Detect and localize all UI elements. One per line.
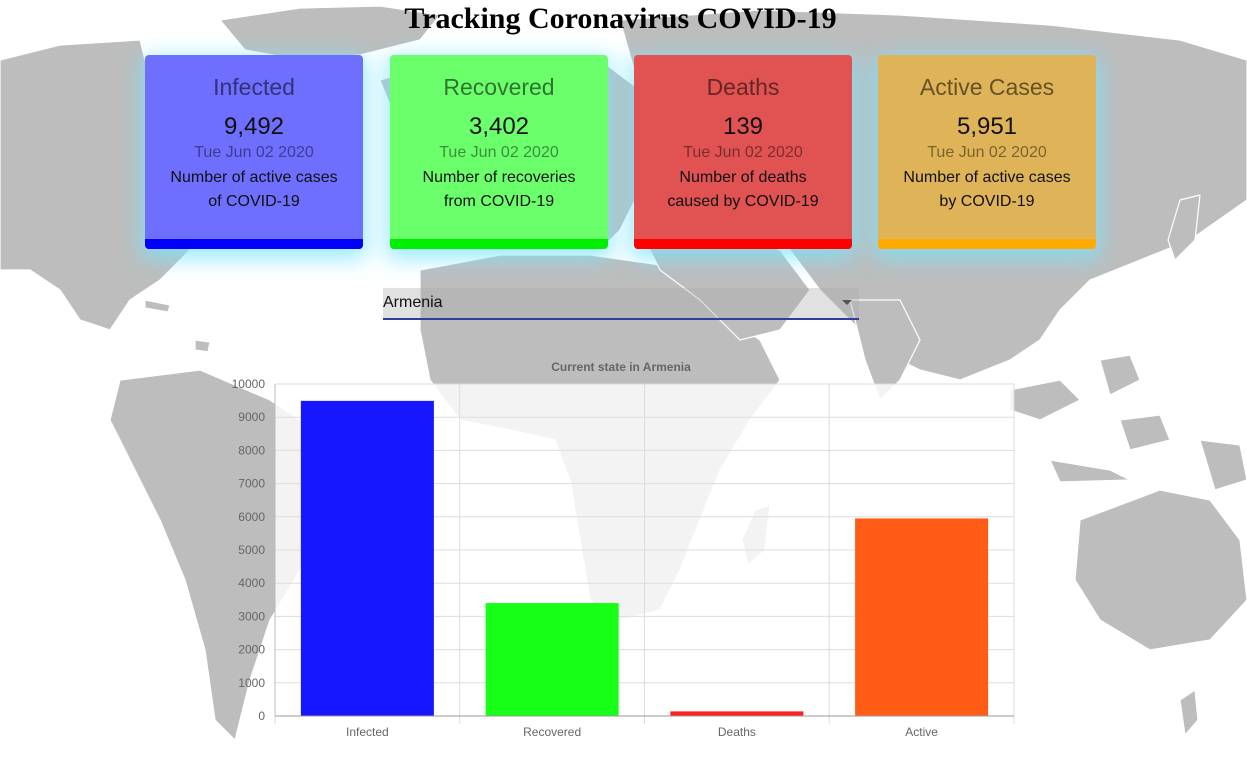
card-title: Infected — [213, 74, 295, 100]
country-select-value: Armenia — [383, 294, 443, 311]
y-tick-label: 2000 — [238, 643, 265, 657]
card-date: Tue Jun 02 2020 — [683, 144, 803, 161]
bar-infected — [300, 400, 434, 716]
card-title: Recovered — [443, 74, 555, 100]
bar-active — [855, 518, 989, 716]
y-tick-label: 5000 — [238, 543, 265, 557]
card-count: 3,402 — [468, 113, 530, 140]
y-tick-label: 1000 — [238, 676, 265, 690]
x-tick-label: Active — [905, 725, 938, 739]
card-accent-bar — [390, 239, 608, 249]
card-title: Deaths — [706, 74, 780, 100]
card-description: Number of recoveries from COVID-19 — [422, 169, 576, 210]
card-description: Number of active cases of COVID-19 — [170, 169, 338, 210]
recovered-card: Recovered 3,402 Tue Jun 02 2020 Number o… — [390, 55, 608, 249]
card-date: Tue Jun 02 2020 — [194, 144, 314, 161]
page-title: Tracking Coronavirus COVID-19 — [404, 2, 837, 35]
caret-down-icon — [842, 300, 852, 305]
y-tick-label: 6000 — [238, 510, 265, 524]
card-description: Number of active cases by COVID-19 — [903, 169, 1071, 210]
card-count: 9,492 — [223, 113, 285, 140]
y-tick-label: 9000 — [238, 410, 265, 424]
card-accent-bar — [634, 239, 852, 249]
infected-card: Infected 9,492 Tue Jun 02 2020 Number of… — [145, 55, 363, 249]
card-date: Tue Jun 02 2020 — [927, 144, 1047, 161]
card-accent-bar — [145, 239, 363, 249]
bar-recovered — [485, 603, 619, 716]
card-count: 5,951 — [956, 113, 1018, 140]
y-tick-label: 3000 — [238, 609, 265, 623]
deaths-card: Deaths 139 Tue Jun 02 2020 Number of dea… — [634, 55, 852, 249]
active-cases-card: Active Cases 5,951 Tue Jun 02 2020 Numbe… — [878, 55, 1096, 249]
y-tick-label: 8000 — [238, 443, 265, 457]
x-tick-label: Deaths — [718, 725, 756, 739]
card-title: Active Cases — [919, 74, 1055, 100]
y-tick-label: 10000 — [232, 377, 266, 391]
card-description: Number of deaths caused by COVID-19 — [667, 169, 819, 210]
card-date: Tue Jun 02 2020 — [439, 144, 559, 161]
chart-title: Current state in Armenia — [551, 360, 691, 374]
country-select[interactable]: Armenia — [383, 288, 859, 320]
x-tick-label: Infected — [346, 725, 389, 739]
bar-deaths — [670, 711, 804, 716]
card-accent-bar — [878, 239, 1096, 249]
x-tick-label: Recovered — [523, 725, 581, 739]
y-tick-label: 4000 — [238, 576, 265, 590]
y-tick-label: 7000 — [238, 477, 265, 491]
card-count: 139 — [722, 113, 764, 140]
y-tick-label: 0 — [258, 709, 265, 723]
